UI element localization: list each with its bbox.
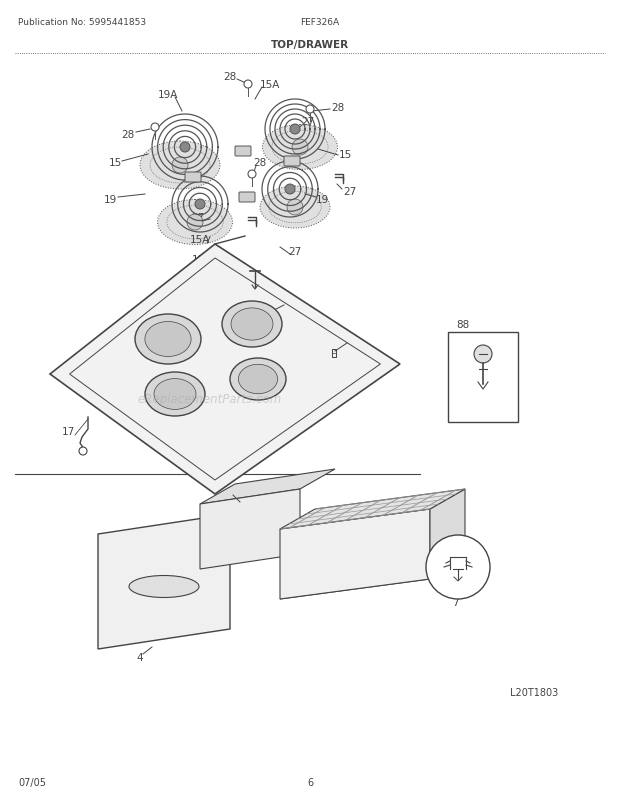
Text: 28: 28 [122,130,135,140]
Text: 88: 88 [456,320,469,330]
Text: 17: 17 [61,427,74,436]
Text: 27: 27 [192,213,205,223]
Ellipse shape [222,302,282,347]
Ellipse shape [140,142,220,190]
Polygon shape [280,559,465,599]
Text: L20T1803: L20T1803 [510,687,558,697]
Text: 2: 2 [227,486,233,496]
Circle shape [426,535,490,599]
Text: 27: 27 [343,187,356,196]
Bar [448,333,518,423]
Polygon shape [280,509,430,599]
Text: 07/05: 07/05 [18,777,46,787]
Polygon shape [430,489,465,579]
Text: 28: 28 [254,158,267,168]
Circle shape [474,346,492,363]
Text: FEF326A: FEF326A [301,18,340,27]
Polygon shape [50,245,400,494]
Polygon shape [200,489,300,569]
Text: 28: 28 [331,103,345,113]
Text: 4: 4 [136,652,143,662]
Ellipse shape [129,576,199,597]
Polygon shape [280,489,465,529]
Circle shape [248,171,256,179]
FancyBboxPatch shape [185,172,201,183]
Text: 1: 1 [449,494,455,504]
Circle shape [290,125,300,135]
Circle shape [292,140,308,156]
Circle shape [172,158,188,174]
Polygon shape [200,469,335,504]
Circle shape [79,448,87,456]
Text: 15A: 15A [190,235,210,245]
Circle shape [180,143,190,153]
Text: 6: 6 [307,777,313,787]
Text: 27: 27 [288,247,301,257]
Ellipse shape [230,358,286,400]
Text: 28: 28 [223,72,237,82]
Text: 16: 16 [283,298,296,308]
Text: 19A: 19A [192,255,212,265]
Text: TOP/DRAWER: TOP/DRAWER [271,40,349,50]
Text: 27: 27 [301,117,314,127]
Polygon shape [98,514,230,649]
Ellipse shape [262,125,337,170]
Text: 18: 18 [345,337,358,346]
Ellipse shape [145,373,205,416]
FancyBboxPatch shape [235,147,251,157]
Text: 15A: 15A [260,80,280,90]
Text: 7: 7 [452,597,458,607]
Ellipse shape [157,200,232,245]
Text: 19A: 19A [158,90,178,100]
FancyBboxPatch shape [284,157,300,167]
Text: Publication No: 5995441853: Publication No: 5995441853 [18,18,146,27]
FancyBboxPatch shape [239,192,255,203]
Ellipse shape [260,187,330,229]
Text: 18: 18 [233,261,247,272]
Circle shape [306,106,314,114]
Circle shape [195,200,205,210]
Ellipse shape [239,365,278,395]
Circle shape [187,215,203,231]
Text: 15: 15 [339,150,352,160]
Ellipse shape [145,322,191,357]
Text: 19: 19 [104,195,117,205]
Ellipse shape [231,309,273,341]
Text: eReplacementParts.com: eReplacementParts.com [138,393,282,406]
Circle shape [151,124,159,132]
Ellipse shape [154,379,196,410]
Text: 15: 15 [108,158,122,168]
Text: 19: 19 [316,195,329,205]
Circle shape [244,81,252,89]
Circle shape [287,200,303,216]
Circle shape [285,184,295,195]
Ellipse shape [135,314,201,365]
